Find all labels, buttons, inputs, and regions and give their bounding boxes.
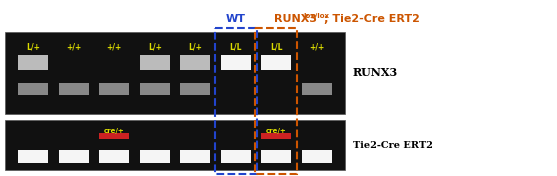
Text: WT: WT	[226, 14, 246, 24]
Bar	[140, 55, 170, 70]
Bar	[221, 55, 251, 70]
Bar	[180, 150, 211, 162]
Bar	[214, 28, 257, 174]
Bar	[18, 150, 48, 162]
Bar	[221, 150, 251, 162]
Bar	[180, 55, 211, 70]
Text: cre/+: cre/+	[104, 128, 125, 134]
Bar	[261, 150, 291, 162]
Bar	[58, 150, 89, 162]
Bar	[99, 83, 129, 95]
Text: +/+: +/+	[66, 42, 81, 51]
Text: lox/lox: lox/lox	[303, 13, 329, 19]
Bar	[140, 83, 170, 95]
Bar	[18, 83, 48, 95]
Text: ; Tie2-Cre ERT2: ; Tie2-Cre ERT2	[324, 14, 420, 24]
Bar	[180, 83, 211, 95]
Bar	[261, 55, 291, 70]
Text: +/+: +/+	[309, 42, 324, 51]
Bar	[140, 150, 170, 162]
Text: RUNX3: RUNX3	[353, 68, 398, 78]
Bar	[5, 32, 345, 114]
Text: cre/+: cre/+	[266, 128, 287, 134]
Bar	[261, 133, 291, 139]
Bar	[99, 150, 129, 162]
Text: L/+: L/+	[188, 42, 202, 51]
Bar	[301, 150, 332, 162]
Bar	[18, 55, 48, 70]
Bar	[255, 28, 297, 174]
Text: L/+: L/+	[26, 42, 40, 51]
Bar	[99, 133, 129, 139]
Text: +/+: +/+	[106, 42, 122, 51]
Text: L/L: L/L	[270, 42, 282, 51]
Text: Tie2-Cre ERT2: Tie2-Cre ERT2	[353, 140, 433, 149]
Text: RUNX3: RUNX3	[274, 14, 317, 24]
Text: L/+: L/+	[148, 42, 162, 51]
Bar	[58, 83, 89, 95]
Text: L/L: L/L	[229, 42, 242, 51]
Bar	[5, 120, 345, 170]
Bar	[301, 83, 332, 95]
